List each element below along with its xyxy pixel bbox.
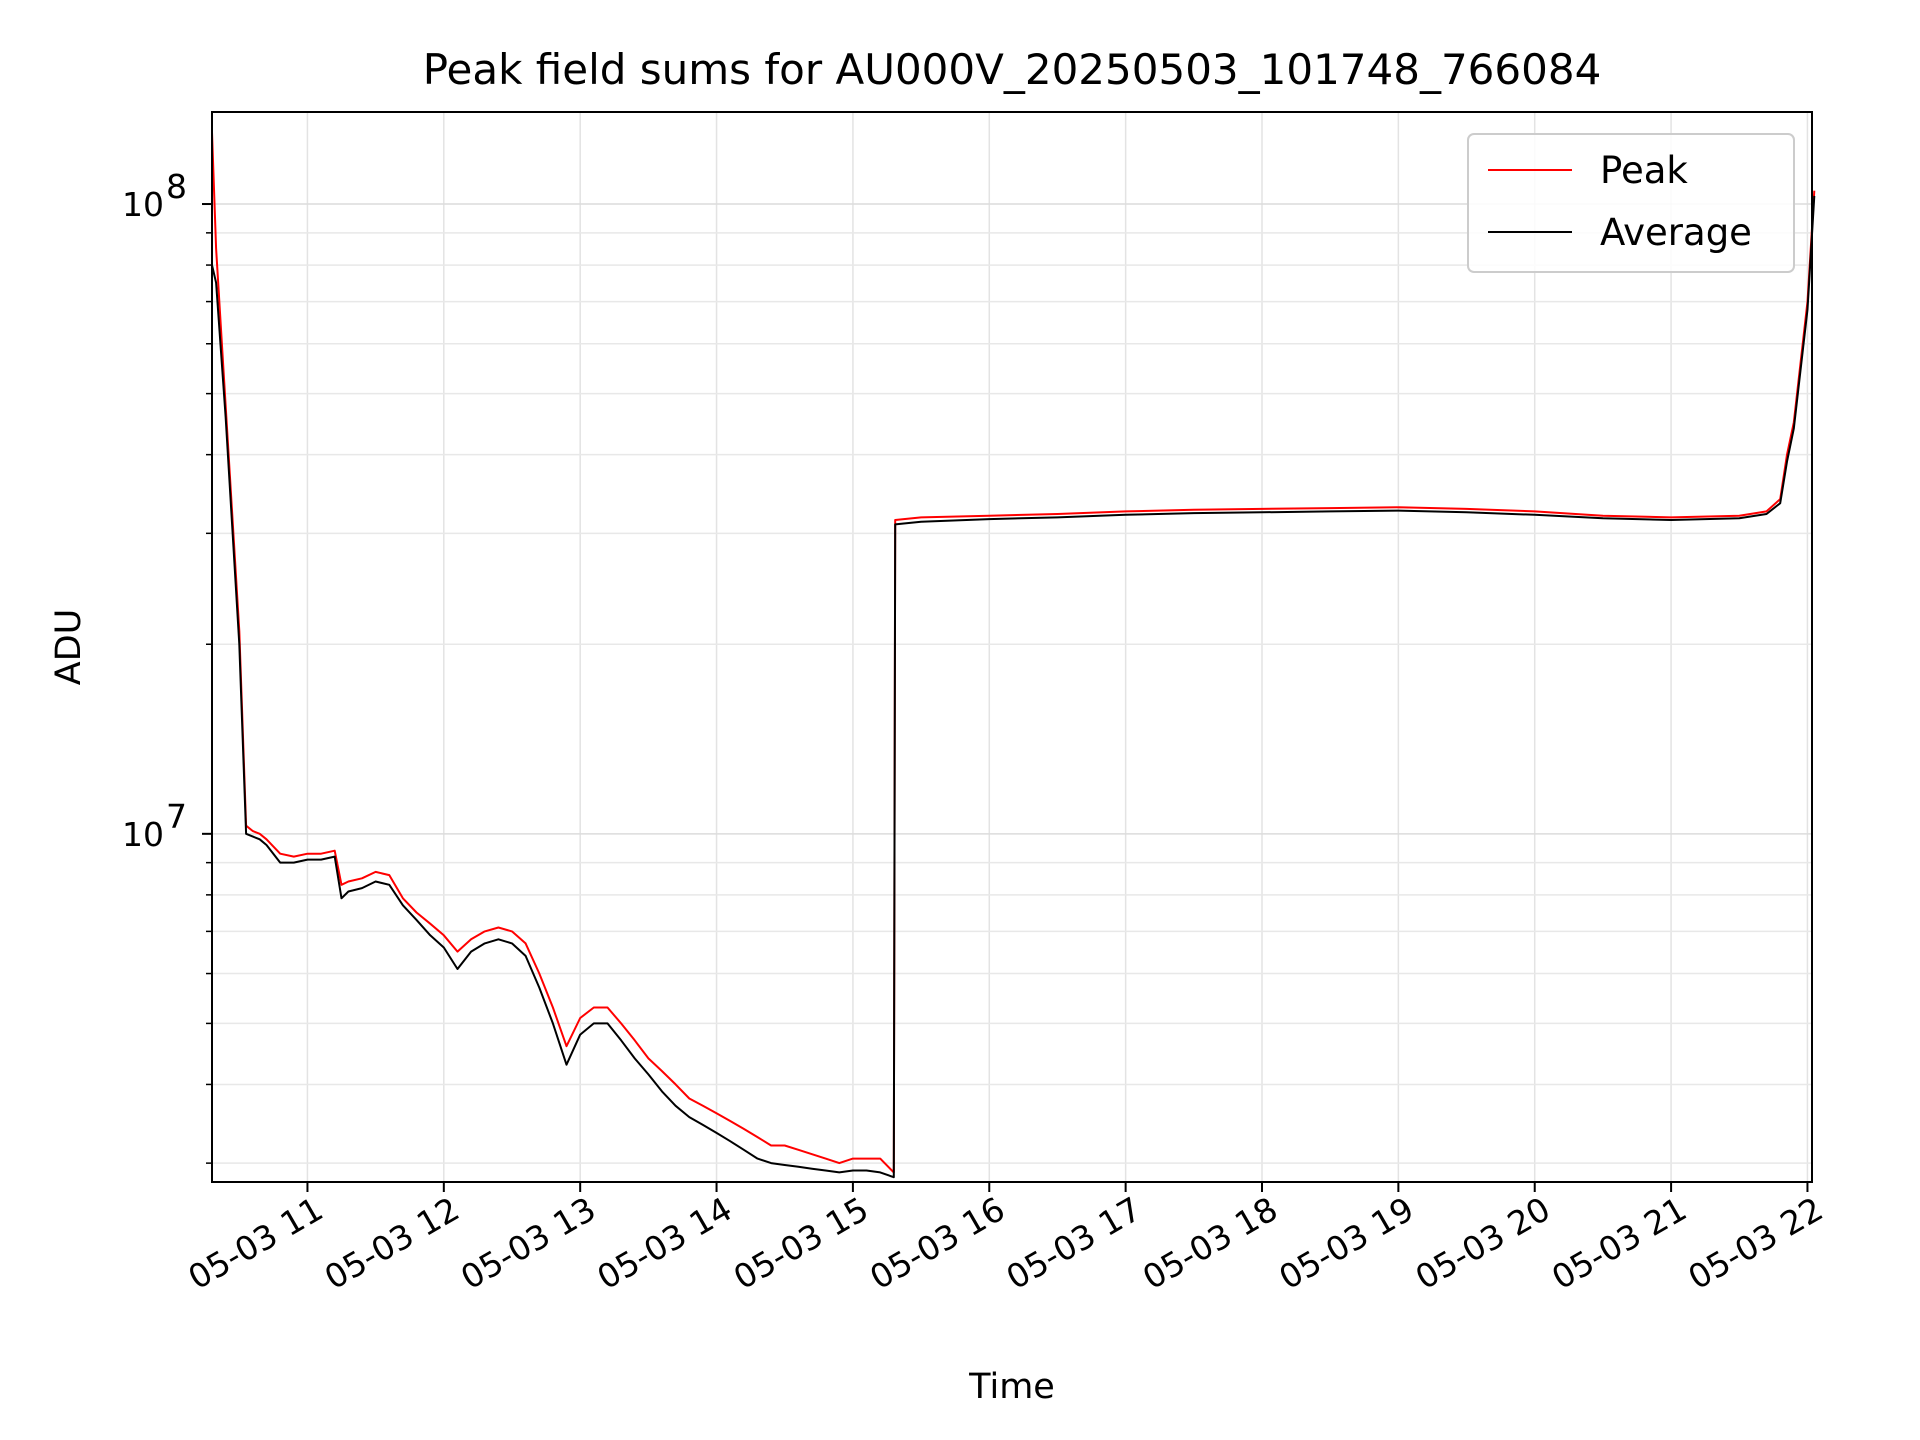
legend-label-average: Average: [1600, 211, 1752, 254]
y-tick-exponent: 8: [166, 167, 187, 206]
legend: Peak Average: [1467, 133, 1795, 273]
series-layer: [211, 132, 1816, 1179]
legend-label-peak: Peak: [1600, 149, 1688, 192]
series-line-average: [211, 195, 1816, 1179]
legend-box: [1467, 133, 1795, 273]
y-tick-exponent: 7: [166, 797, 187, 836]
plot-frame: [211, 111, 1813, 1183]
y-tick-label: 10: [122, 815, 164, 854]
y-tick-label: 10: [122, 185, 164, 224]
chart-title: Peak field sums for AU000V_20250503_1017…: [423, 45, 1602, 94]
y-axis-label: ADU: [49, 609, 89, 686]
x-axis-label: Time: [968, 1367, 1055, 1407]
series-line-peak: [211, 132, 1816, 1174]
